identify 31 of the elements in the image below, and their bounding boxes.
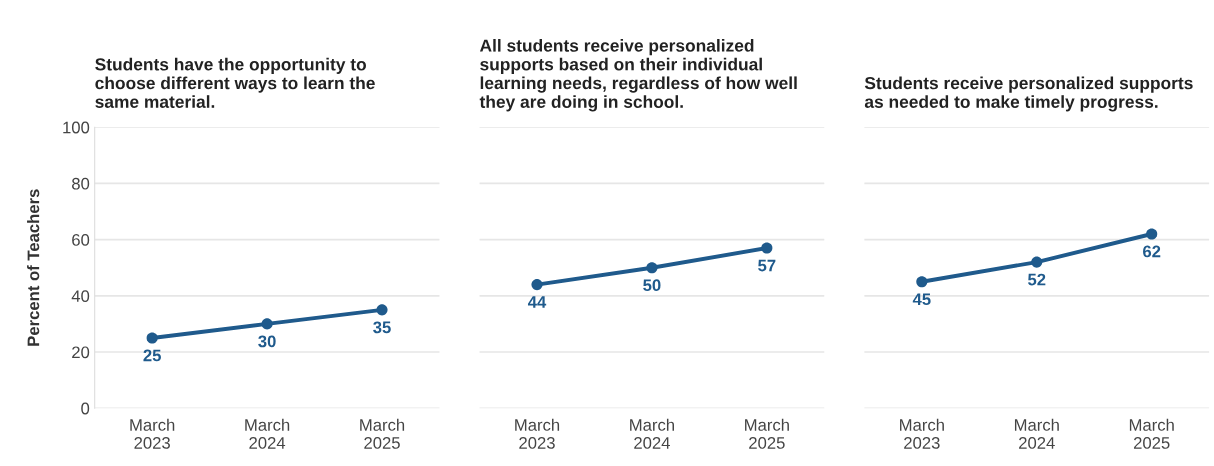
data-label: 62 [1143, 245, 1161, 258]
data-label: 57 [758, 259, 776, 272]
point [376, 304, 388, 316]
data-label: 44 [527, 296, 547, 308]
x-tick-label: March 2025 [745, 418, 789, 449]
y-tick-label: 80 [72, 177, 90, 190]
y-tick-label: 20 [72, 346, 90, 359]
x-tick-label: March 2024 [245, 418, 290, 449]
x-tick-label: March 2023 [515, 418, 560, 449]
x-tick-label: March 2025 [1129, 418, 1174, 449]
x-tick-label: March 2024 [630, 418, 674, 449]
chart-title: Students receive personalized supports as needed to make timely progress. [864, 76, 1193, 112]
y-axis-title: Percent of Teachers [27, 189, 40, 346]
data-label: 50 [643, 279, 661, 292]
x-tick-label: March 2024 [1014, 418, 1059, 449]
y-tick-label: 40 [71, 290, 90, 303]
data-label: 25 [143, 349, 161, 362]
chart-title: All students receive personalized supports based on their individual learning needs, regardless of how well they are doing in school. [479, 39, 797, 112]
data-label: 35 [373, 321, 391, 334]
y-tick-label: 0 [81, 402, 90, 415]
data-label: 52 [1028, 273, 1046, 286]
chart-title: Students have the opportunity to choose different ways to learn the same material. [95, 57, 375, 108]
x-tick-label: March 2025 [360, 418, 405, 449]
x-tick-label: March 2023 [900, 418, 944, 449]
y-tick-label: 60 [72, 234, 90, 246]
y-tick-label: 100 [63, 121, 90, 134]
point [146, 332, 158, 344]
data-label: 30 [258, 335, 276, 348]
point [261, 318, 273, 330]
data-label: 45 [912, 293, 931, 306]
x-tick-label: March 2023 [130, 418, 175, 449]
